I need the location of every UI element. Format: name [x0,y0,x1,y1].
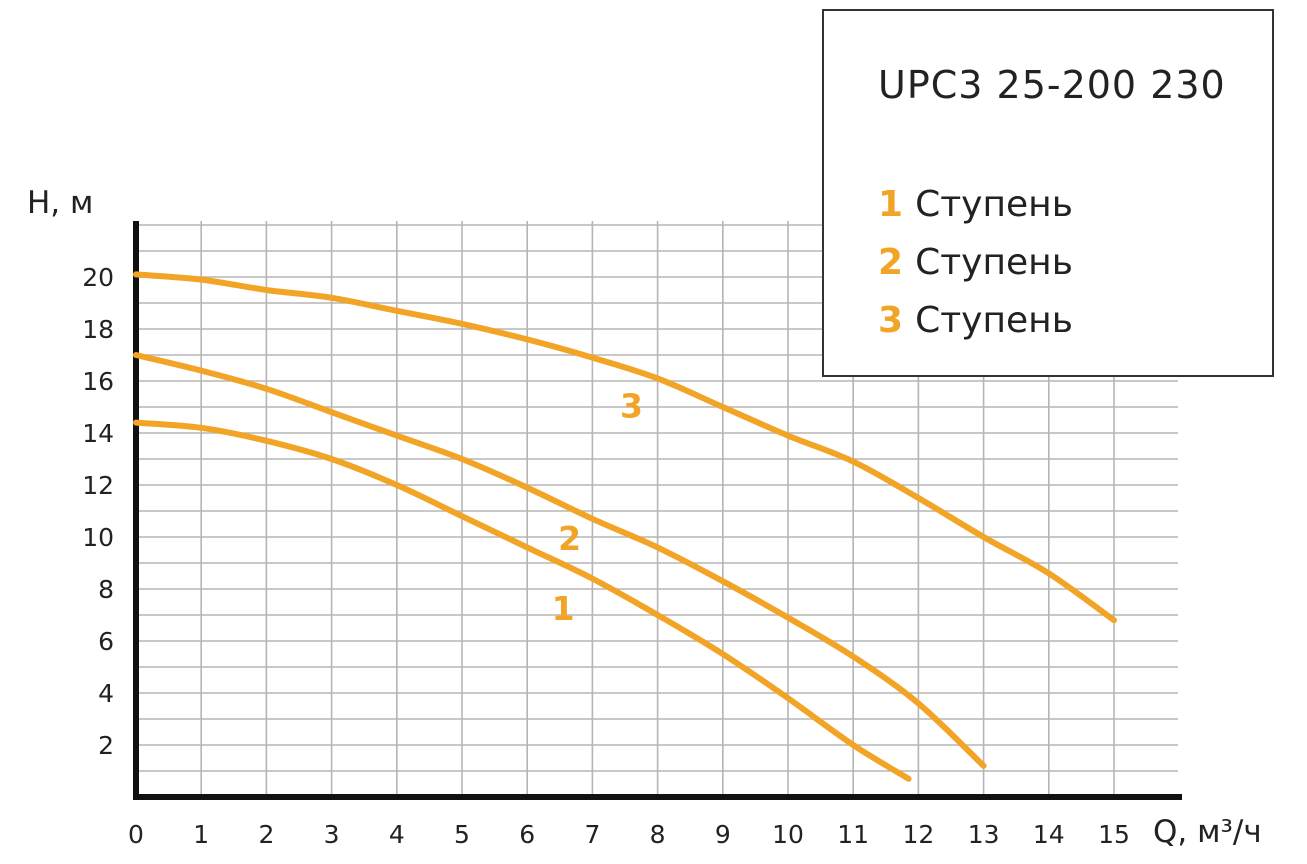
legend-number-2: 2 [878,242,904,283]
legend-entry-3: 3 Ступень [878,292,1073,350]
y-tick-label: 14 [82,419,114,448]
y-tick-label: 4 [98,679,114,708]
series-line-stage-3 [133,271,1117,624]
legend-entry-2: 2 Ступень [878,234,1073,292]
x-tick-label: 12 [902,820,934,849]
x-tick-label: 15 [1098,820,1130,849]
x-tick-label: 10 [772,820,804,849]
y-axis-title: H, м [27,185,93,221]
y-tick-label: 18 [82,315,114,344]
x-tick-label: 9 [715,820,731,849]
x-axis-title: Q, м³/ч [1153,814,1262,850]
y-tick-labels: 2 4 6 8 10 12 14 16 18 20 [82,263,114,760]
x-tick-labels: 0 1 2 3 4 5 6 7 8 9 10 11 12 13 14 15 [128,820,1130,849]
x-tick-label: 11 [837,820,869,849]
curve-labels: 1 2 3 [552,386,643,628]
x-tick-label: 14 [1033,820,1065,849]
y-tick-label: 2 [98,731,114,760]
legend-label-2: Ступень [915,242,1073,283]
x-tick-label: 3 [324,820,340,849]
y-tick-label: 16 [82,367,114,396]
x-tick-label: 8 [650,820,666,849]
legend-label-3: Ступень [915,300,1073,341]
curve-label-3: 3 [620,386,643,425]
legend: UPC3 25-200 230 1 Ступень 2 Ступень 3 Ступе… [822,9,1274,377]
x-tick-label: 13 [968,820,1000,849]
axes [133,221,1182,800]
y-tick-label: 8 [98,575,114,604]
legend-entries: 1 Ступень 2 Ступень 3 Ступень [878,176,1073,350]
legend-entry-1: 1 Ступень [878,176,1073,234]
legend-label-1: Ступень [915,184,1073,225]
y-tick-label: 10 [82,523,114,552]
x-tick-label: 0 [128,820,144,849]
y-tick-label: 6 [98,627,114,656]
x-tick-label: 7 [584,820,600,849]
x-tick-label: 1 [193,820,209,849]
series-line-stage-1 [133,419,912,782]
y-tick-label: 20 [82,263,114,292]
curve-label-2: 2 [558,519,581,558]
curve-label-1: 1 [552,589,575,628]
series [133,271,1117,782]
x-tick-label: 6 [519,820,535,849]
legend-number-3: 3 [878,300,904,341]
chart-title: UPC3 25-200 230 [878,63,1226,107]
legend-number-1: 1 [878,184,904,225]
x-tick-label: 2 [258,820,274,849]
x-tick-label: 4 [389,820,405,849]
series-line-stage-2 [133,352,987,769]
y-tick-label: 12 [82,471,114,500]
x-tick-label: 5 [454,820,470,849]
